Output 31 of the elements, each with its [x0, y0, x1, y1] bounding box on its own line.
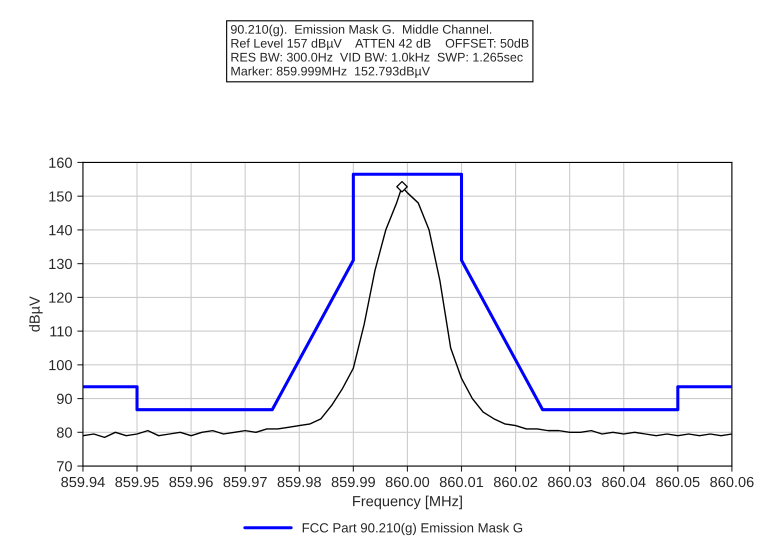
chart-title: 90.210(g). Emission Mask G. Middle Channel. [230, 24, 492, 36]
y-tick-label: 120 [49, 292, 72, 303]
y-tick-label: 160 [49, 158, 72, 168]
y-tick-label: 110 [50, 326, 72, 337]
x-tick-label: 860.04 [602, 476, 646, 488]
x-tick-label: 860.05 [656, 476, 700, 488]
x-tick-label: 860.06 [710, 476, 754, 488]
x-tick-label: 859.94 [61, 476, 105, 488]
x-tick-label: 860.00 [386, 476, 430, 488]
legend-label: FCC Part 90.210(g) Emission Mask G [302, 522, 522, 536]
x-tick-label: 859.95 [115, 476, 159, 488]
y-tick-label: 150 [49, 191, 72, 202]
text: Ref Level 157 dBµV ATTEN 42 dB OFFSET: 50dB [231, 38, 529, 50]
x-tick-label: 860.01 [440, 476, 484, 488]
text: RES BW: 300.0Hz VID BW: 1.0kHz SWP: 1.265sec [231, 52, 523, 62]
x-tick-label: 860.03 [548, 476, 592, 488]
y-tick-label: 100 [49, 360, 72, 370]
x-tick-label: 859.96 [169, 476, 213, 488]
y-axis-title: dBµV [29, 296, 43, 332]
x-tick-label: 859.97 [224, 476, 267, 488]
y-tick-label: 140 [49, 225, 72, 236]
x-tick-label: 859.98 [278, 476, 321, 488]
x-tick-label: 859.99 [332, 476, 375, 488]
x-tick-label: 860.02 [494, 476, 538, 488]
text: Marker: 859.999MHz 152.793dBµV [231, 66, 430, 78]
y-tick-label: 80 [56, 427, 72, 438]
x-axis-title: Frequency [MHz] [353, 496, 462, 510]
y-tick-label: 90 [56, 394, 72, 404]
y-tick-label: 130 [49, 258, 72, 270]
line-series [82, 172, 732, 412]
y-tick-label: 70 [57, 461, 72, 472]
